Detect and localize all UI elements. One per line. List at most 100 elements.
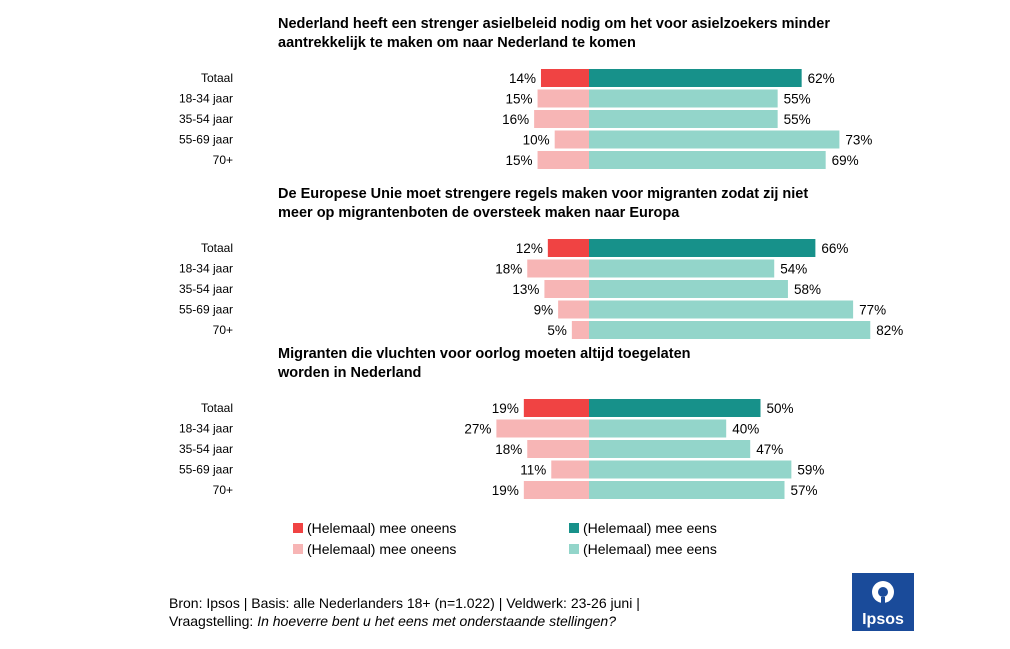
bar-agree [589,321,871,339]
bar-agree [589,300,854,319]
panel-title-line: worden in Nederland [277,365,421,381]
data-label-agree: 66% [821,241,848,256]
question-text: In hoeverre bent u het eens met ondersta… [257,613,617,629]
category-label: Totaal [201,71,233,85]
bar-agree [589,280,788,298]
bar-agree [589,440,751,458]
bar-disagree [571,321,589,339]
category-label: 55-69 jaar [179,303,233,317]
category-label: 18-34 jaar [179,422,233,436]
legend-swatch [569,544,579,554]
legend-label: (Helemaal) mee eens [583,520,717,536]
bar-disagree [544,280,589,298]
legend-label: (Helemaal) mee eens [583,541,717,557]
data-label-disagree: 12% [516,241,543,256]
bar-disagree [540,69,589,87]
category-label: 35-54 jaar [179,442,233,456]
data-label-agree: 50% [767,401,794,416]
logo-text: Ipsos [862,611,904,628]
data-label-disagree: 13% [512,282,539,297]
legend-item-disagree-total: (Helemaal) mee oneens [293,520,456,536]
bar-disagree [554,130,589,149]
data-label-disagree: 18% [495,262,522,277]
data-label-disagree: 9% [534,303,554,318]
bar-agree [589,239,816,257]
data-label-agree: 57% [791,483,818,498]
category-label: 55-69 jaar [179,133,233,147]
ipsos-logo: Ipsos [852,573,914,631]
data-label-disagree: 14% [509,71,536,86]
legend-label: (Helemaal) mee oneens [307,520,457,536]
data-label-disagree: 16% [502,112,529,127]
legend-swatch [293,523,303,533]
legend-item-agree-group: (Helemaal) mee eens [569,541,717,557]
panel-title-line: meer op migrantenboten de oversteek make… [278,205,680,221]
panel-title-line: aantrekkelijk te maken om naar Nederland… [278,35,636,51]
legend-swatch [569,523,579,533]
data-label-disagree: 27% [464,422,491,437]
panel-title-line: De Europese Unie moet strengere regels m… [278,186,808,202]
category-label: Totaal [201,241,233,255]
data-label-agree: 77% [859,303,886,318]
category-label: 18-34 jaar [179,262,233,276]
question-prefix: Vraagstelling: [169,613,258,629]
data-label-agree: 55% [784,92,811,107]
legend-item-disagree-group: (Helemaal) mee oneens [293,541,456,557]
chart-svg: Nederland heeft een strenger asielbeleid… [179,16,903,499]
panel-title-line: Migranten die vluchten voor oorlog moete… [278,346,691,362]
category-label: Totaal [201,401,233,415]
bar-disagree [547,239,589,257]
data-label-agree: 59% [797,463,824,478]
bar-disagree [523,399,589,417]
legend-swatch [293,544,303,554]
bar-disagree [523,481,589,499]
bar-agree [589,130,840,149]
bar-agree [589,110,778,128]
bar-agree [589,419,727,438]
bar-disagree [537,89,589,108]
category-label: 35-54 jaar [179,112,233,126]
bar-agree [589,89,778,108]
bar-disagree [534,110,589,128]
data-label-agree: 55% [784,112,811,127]
bar-disagree [558,300,589,319]
data-label-agree: 47% [756,442,783,457]
question-line: Vraagstelling: In hoeverre bent u het ee… [169,613,616,629]
data-label-disagree: 5% [547,323,567,338]
data-label-disagree: 11% [520,463,546,478]
data-label-agree: 82% [876,323,903,338]
data-label-disagree: 15% [506,92,533,107]
source-line: Bron: Ipsos | Basis: alle Nederlanders 1… [169,595,640,611]
data-label-disagree: 18% [495,442,522,457]
data-label-disagree: 15% [506,153,533,168]
bar-disagree [496,419,589,438]
bar-agree [589,69,802,87]
category-label: 70+ [213,483,233,497]
panel-title-line: Nederland heeft een strenger asielbeleid… [278,16,830,32]
category-label: 55-69 jaar [179,463,233,477]
bar-disagree [527,440,589,458]
bar-agree [589,460,792,479]
bar-agree [589,151,826,169]
data-label-agree: 40% [732,422,759,437]
data-label-agree: 69% [832,153,859,168]
data-label-disagree: 19% [492,483,519,498]
bar-agree [589,399,761,417]
bar-agree [589,259,775,278]
category-label: 70+ [213,153,233,167]
data-label-agree: 73% [845,133,872,148]
bar-disagree [527,259,589,278]
category-label: 70+ [213,323,233,337]
category-label: 35-54 jaar [179,282,233,296]
bar-disagree [551,460,589,479]
data-label-agree: 58% [794,282,821,297]
data-label-disagree: 19% [492,401,519,416]
legend-label: (Helemaal) mee oneens [307,541,457,557]
category-label: 18-34 jaar [179,92,233,106]
data-label-agree: 54% [780,262,807,277]
bar-agree [589,481,785,499]
data-label-disagree: 10% [523,133,550,148]
logo-figure-icon: Ipsos [862,581,904,628]
legend-item-agree-total: (Helemaal) mee eens [569,520,717,536]
bar-disagree [537,151,589,169]
